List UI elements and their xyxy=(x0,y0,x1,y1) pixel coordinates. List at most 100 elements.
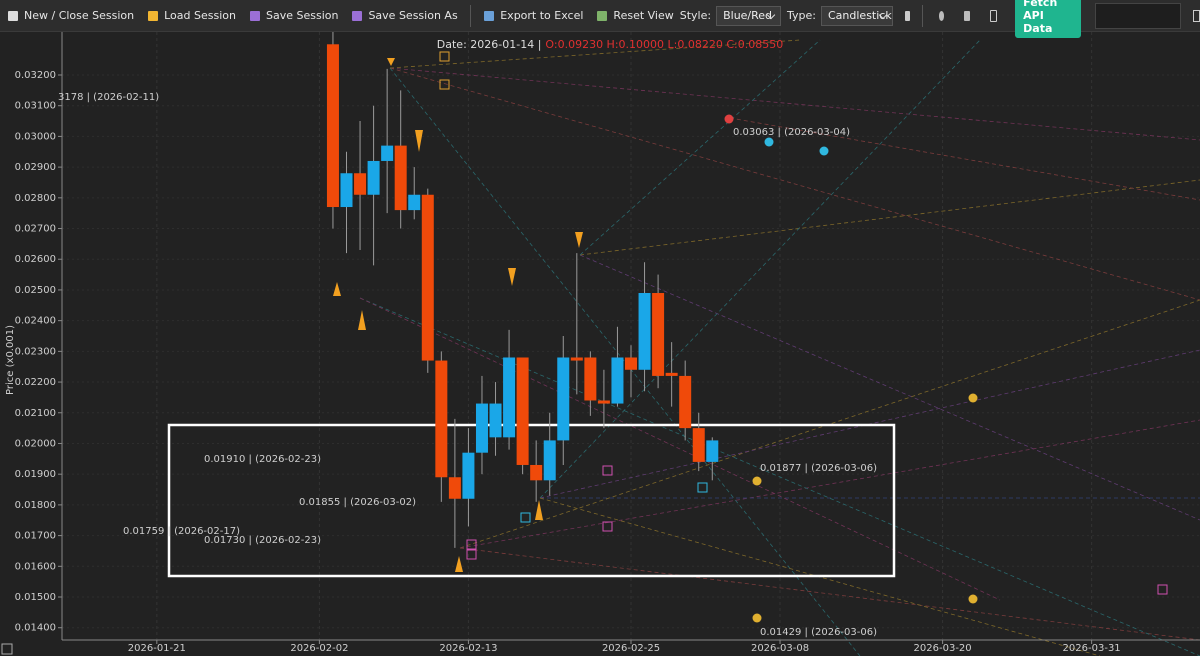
candle-body xyxy=(543,440,556,481)
candles xyxy=(326,28,719,548)
candle-body xyxy=(448,477,461,499)
header-ohlc: O:0.09230 H:0.10000 L:0.08220 C:0.08550 xyxy=(545,38,783,51)
candle-body xyxy=(421,194,434,361)
candle-body xyxy=(503,357,516,438)
y-tick-label: 0.01800 xyxy=(15,500,56,511)
candle-body xyxy=(381,145,394,161)
x-tick-label: 2026-02-02 xyxy=(290,643,348,654)
y-tick-label: 0.02000 xyxy=(15,438,56,449)
x-tick-label: 2026-03-31 xyxy=(1063,643,1121,654)
candle-body xyxy=(692,428,705,462)
candle-body xyxy=(652,293,665,376)
button-label: Save Session As xyxy=(368,9,458,22)
button-label: Save Session xyxy=(265,9,339,22)
label: Type: xyxy=(787,9,816,22)
x-tick-label: 2026-02-25 xyxy=(602,643,660,654)
y-axis-label: Price (x0.001) xyxy=(5,325,16,395)
price-annotation: 0.01429 | (2026-03-06) xyxy=(760,627,877,638)
candle-body xyxy=(706,440,719,462)
corner-button[interactable] xyxy=(1,643,13,655)
y-tick-label: 0.03000 xyxy=(15,131,56,142)
x-tick-label: 2026-03-08 xyxy=(751,643,809,654)
candle-body xyxy=(340,173,353,208)
candle-body xyxy=(597,400,610,404)
candle-body xyxy=(557,357,570,441)
select-value: Candlestick xyxy=(828,9,892,22)
button[interactable]: New / Close Session xyxy=(8,9,134,22)
button[interactable]: Reset View xyxy=(597,9,674,22)
style-select[interactable]: Blue/Red xyxy=(716,5,782,26)
candle-body xyxy=(462,452,475,499)
trend-lines xyxy=(359,39,1200,656)
icon-button[interactable] xyxy=(904,10,911,21)
y-tick-label: 0.01600 xyxy=(15,561,56,572)
search-box[interactable] xyxy=(1095,2,1181,29)
y-tick-label: 0.02900 xyxy=(15,162,56,173)
candle-body xyxy=(326,44,339,208)
fetch-button[interactable]: Fetch API Data xyxy=(1015,0,1082,38)
icon-button[interactable] xyxy=(989,9,998,22)
toolbar: New / Close Session Load Session Save Se… xyxy=(0,0,1200,38)
price-annotation: 0.01730 | (2026-02-23) xyxy=(204,535,321,546)
y-tick-label: 0.03100 xyxy=(15,101,56,112)
button-label: Reset View xyxy=(613,9,674,22)
y-axis-panel xyxy=(0,32,62,656)
y-tick-label: 0.01500 xyxy=(15,592,56,603)
price-annotation: 3178 | (2026-02-11) xyxy=(58,92,159,103)
x-tick-label: 2026-03-20 xyxy=(914,643,972,654)
candle-body xyxy=(625,357,637,370)
hover-header: Date: 2026-01-14 | O:0.09230 H:0.10000 L:… xyxy=(437,38,783,51)
candle-body xyxy=(638,293,651,370)
button[interactable]: Save Session xyxy=(249,9,339,22)
separator xyxy=(469,4,471,27)
candle-body xyxy=(394,145,407,211)
y-tick-label: 0.02500 xyxy=(15,285,56,296)
selection-box xyxy=(167,423,896,578)
icon-button[interactable] xyxy=(1192,9,1200,22)
y-tick-label: 0.02400 xyxy=(15,316,56,327)
header-date: Date: 2026-01-14 | xyxy=(437,38,542,51)
y-tick-label: 0.01400 xyxy=(15,623,56,634)
button-label: Export to Excel xyxy=(500,9,584,22)
candle-body xyxy=(408,194,421,211)
button[interactable]: Save Session As xyxy=(352,9,458,22)
y-tick-label: 0.02800 xyxy=(15,193,56,204)
x-tick-label: 2026-01-21 xyxy=(128,643,186,654)
candle-body xyxy=(489,403,502,438)
y-tick-label: 0.03200 xyxy=(15,70,56,81)
y-tick-label: 0.02100 xyxy=(15,408,56,419)
button-label: Load Session xyxy=(164,9,236,22)
x-tick-label: 2026-02-13 xyxy=(439,643,497,654)
y-tick-label: 0.02300 xyxy=(15,346,56,357)
y-tick-label: 0.02600 xyxy=(15,254,56,265)
grid xyxy=(62,32,1200,640)
label: Style: xyxy=(679,9,712,22)
candle-body xyxy=(665,372,678,376)
markers xyxy=(333,51,1168,623)
y-tick-label: 0.02200 xyxy=(15,377,56,388)
candle-body xyxy=(584,357,597,401)
candle-body xyxy=(475,403,488,453)
select-value: Blue/Red xyxy=(723,9,773,22)
icon-button[interactable] xyxy=(964,10,970,21)
candle-body xyxy=(435,360,448,478)
price-annotation: 0.03063 | (2026-03-04) xyxy=(733,127,850,138)
candle-body xyxy=(611,357,624,404)
price-annotation: 0.01855 | (2026-03-02) xyxy=(299,497,416,508)
button[interactable]: Load Session xyxy=(148,9,236,22)
icon-button[interactable] xyxy=(938,10,945,21)
candle-body xyxy=(516,357,529,465)
price-annotation: 0.01877 | (2026-03-06) xyxy=(760,463,877,474)
button[interactable]: Export to Excel xyxy=(484,9,583,22)
candle-body xyxy=(367,160,380,195)
type-select[interactable]: Candlestick xyxy=(821,5,893,26)
separator xyxy=(922,4,923,27)
y-tick-label: 0.01900 xyxy=(15,469,56,480)
y-tick-label: 0.01700 xyxy=(15,531,56,542)
chart-bg xyxy=(0,32,1200,656)
candle-body xyxy=(570,357,583,361)
candle-body xyxy=(530,464,543,481)
candle-body xyxy=(354,173,367,195)
